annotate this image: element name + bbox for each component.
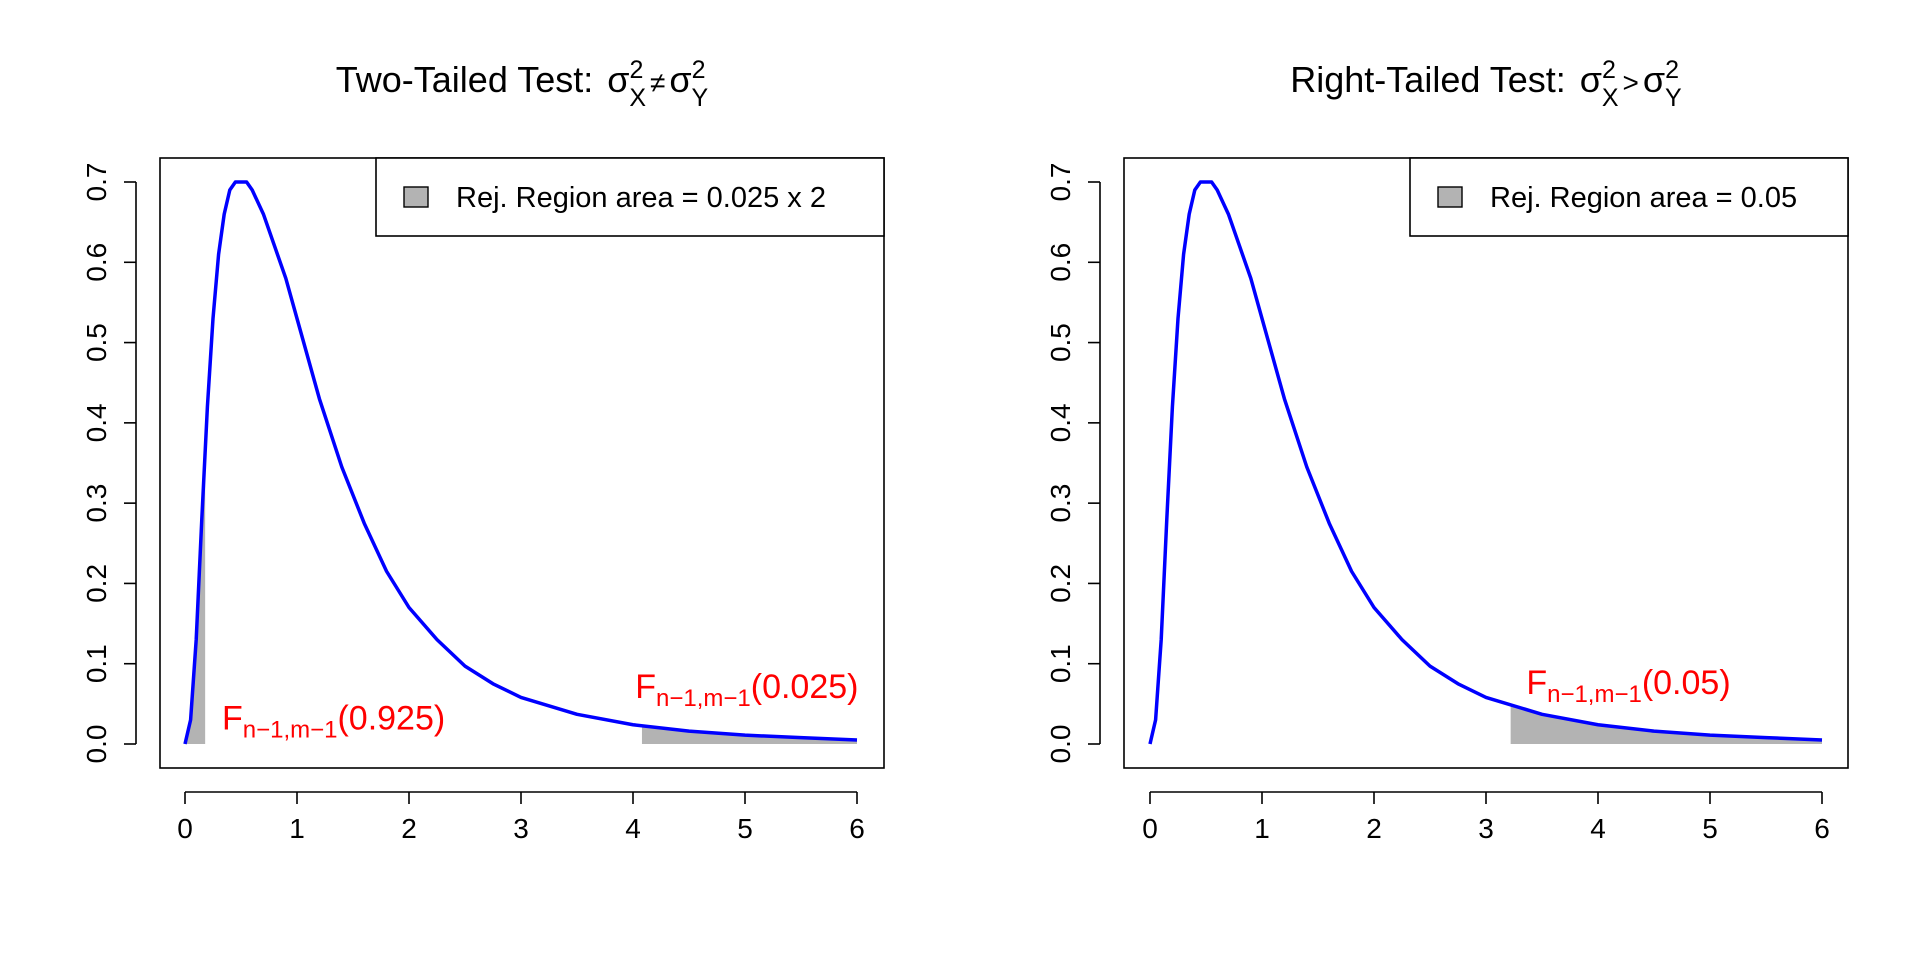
density-curve: [183, 180, 858, 745]
y-tick-label: 0.2: [81, 564, 112, 603]
x-tick-label: 3: [513, 813, 529, 844]
x-tick-label: 2: [1366, 813, 1382, 844]
x-tick-label: 3: [1478, 813, 1494, 844]
y-axis: 0.0 0.1 0.2 0.3 0.4 0.5 0.6 0.7: [81, 163, 137, 764]
x-tick-label: 4: [625, 813, 641, 844]
y-tick-label: 0.1: [81, 644, 112, 683]
x-tick-label: 6: [1814, 813, 1830, 844]
critical-value-label: Fn−1,m−1(0.05): [1526, 664, 1730, 708]
legend-swatch: [403, 186, 429, 208]
y-tick-label: 0.2: [1045, 564, 1076, 603]
rejection-region-1: [1510, 704, 1822, 744]
x-tick-label: 0: [1142, 813, 1158, 844]
y-tick-label: 0.4: [81, 403, 112, 442]
rejection-region-2: [641, 725, 857, 744]
y-tick-label: 0.1: [1045, 644, 1076, 683]
y-tick-label: 0.3: [1045, 484, 1076, 523]
legend-box: [375, 157, 885, 237]
x-tick-label: 5: [737, 813, 753, 844]
y-tick-label: 0.5: [1045, 323, 1076, 362]
y-tick-label: 0.0: [81, 725, 112, 764]
y-tick-label: 0.5: [81, 323, 112, 362]
critical-value-label: Fn−1,m−1(0.025): [635, 668, 858, 712]
y-tick-label: 0.6: [1045, 243, 1076, 282]
x-axis: 0 1 2 3 4 5 6: [1142, 791, 1830, 844]
y-axis: 0.0 0.1 0.2 0.3 0.4 0.5 0.6 0.7: [1045, 163, 1101, 764]
legend: Rej. Region area = 0.025 x 2: [375, 157, 885, 237]
x-tick-label: 2: [401, 813, 417, 844]
density-curve: [1148, 180, 1823, 745]
legend-swatch: [1437, 186, 1463, 208]
legend-label: Rej. Region area = 0.05: [1490, 182, 1797, 214]
x-tick-label: 0: [177, 813, 193, 844]
chart-title: Right-Tailed Test: σ2 X > σ2 Y: [1290, 56, 1682, 112]
y-tick-label: 0.4: [1045, 403, 1076, 442]
x-tick-label: 1: [1254, 813, 1270, 844]
x-tick-label: 6: [849, 813, 865, 844]
legend: Rej. Region area = 0.05: [1409, 157, 1849, 237]
plot-frame: [1123, 157, 1849, 769]
x-axis: 0 1 2 3 4 5 6: [177, 791, 865, 844]
chart-title: Two-Tailed Test: σ2 X ≠ σ2 Y: [336, 56, 709, 112]
x-tick-label: 4: [1590, 813, 1606, 844]
y-tick-label: 0.6: [81, 243, 112, 282]
y-tick-label: 0.3: [81, 484, 112, 523]
rejection-region-1: [185, 451, 206, 744]
y-tick-label: 0.7: [1045, 163, 1076, 202]
legend-label: Rej. Region area = 0.025 x 2: [456, 182, 826, 214]
critical-value-label: Fn−1,m−1(0.925): [222, 700, 445, 744]
y-tick-label: 0.7: [81, 163, 112, 202]
x-tick-label: 5: [1702, 813, 1718, 844]
chart-panel-1: Two-Tailed Test: σ2 X ≠ σ2 Y0 1 2 3 4 5 60.00.10.20…: [81, 56, 885, 844]
x-tick-label: 1: [289, 813, 305, 844]
y-tick-label: 0.0: [1045, 725, 1076, 764]
chart-panel-2: Right-Tailed Test: σ2 X > σ2 Y0 1 2 3 4 5 60.00.10.…: [1045, 56, 1849, 844]
legend-box: [1409, 157, 1849, 237]
